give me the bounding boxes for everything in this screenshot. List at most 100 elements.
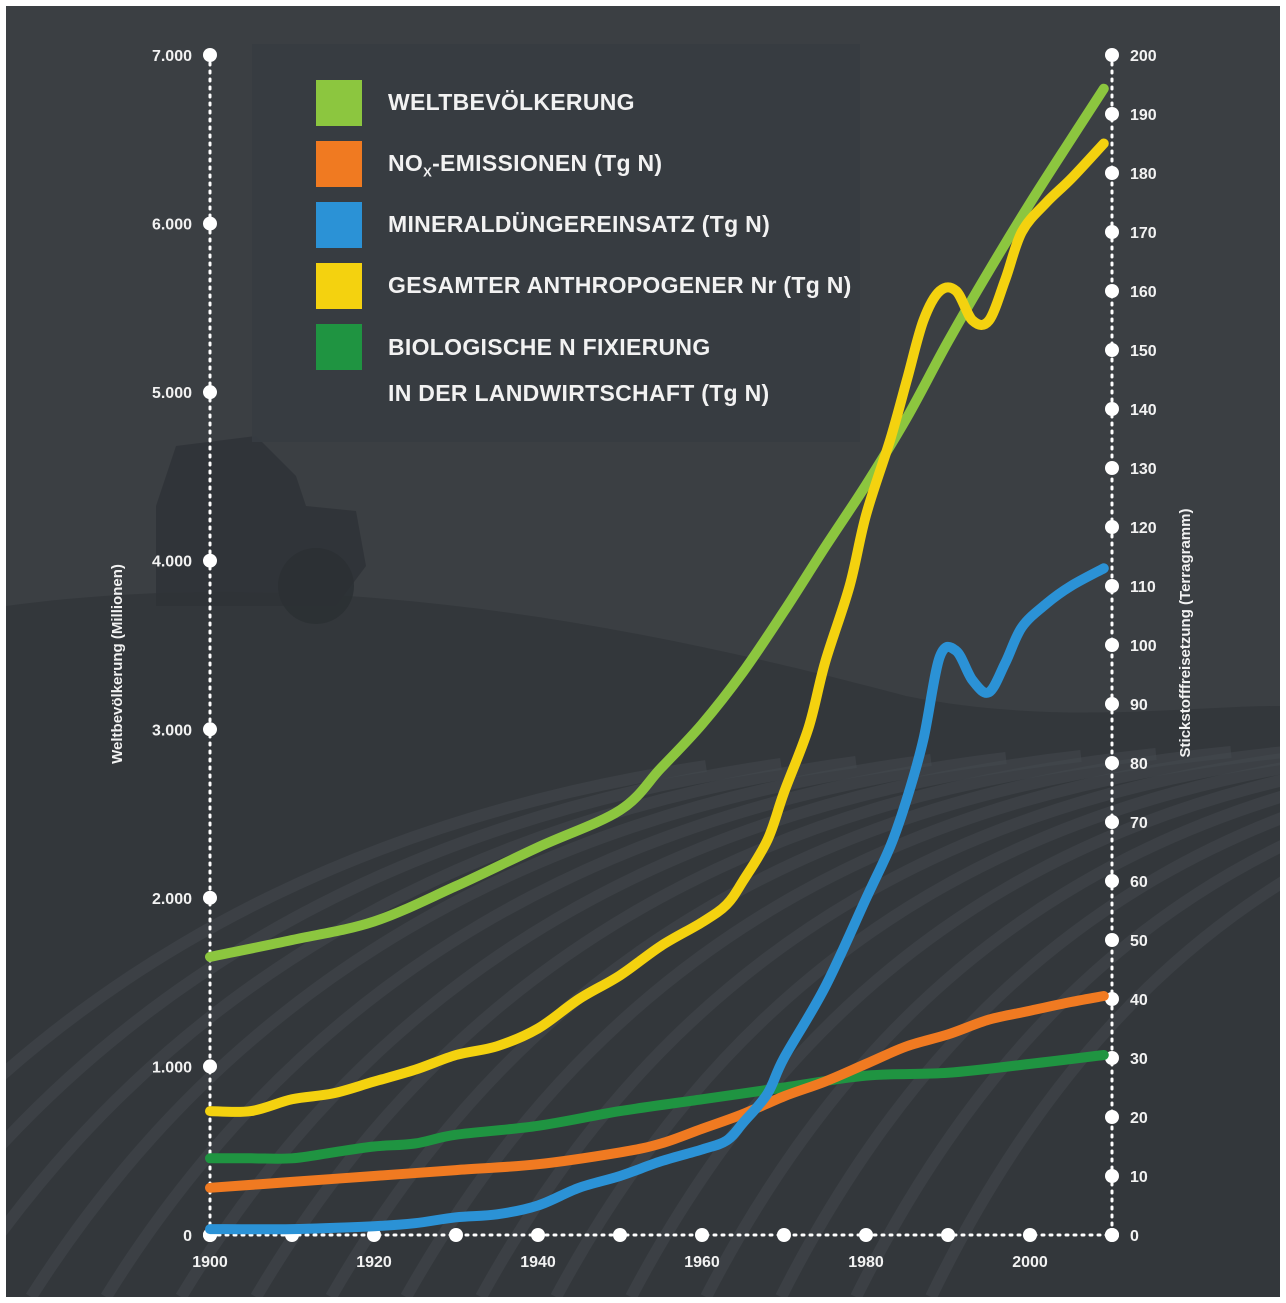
field-furrow	[250, 748, 1157, 1297]
legend-item-mineralduenger: MINERALDÜNGEREINSATZ (Tg N)	[316, 202, 770, 248]
x-tick-label: 1940	[520, 1254, 556, 1271]
x-tick-marker	[777, 1228, 791, 1242]
y-right-tick-label: 20	[1130, 1110, 1148, 1127]
field-furrow	[6, 760, 707, 1080]
legend-label-biologische-fixierung: BIOLOGISCHE N FIXIERUNG IN DER LANDWIRTS…	[388, 324, 769, 416]
y-right-tick-label: 0	[1130, 1228, 1139, 1245]
y-right-tick-marker	[1105, 933, 1119, 947]
x-tick-label: 1900	[192, 1254, 228, 1271]
y-right-axis-title: Stickstofffreisetzung (Terragramm)	[1177, 509, 1194, 758]
y-left-tick-label: 5.000	[152, 385, 192, 402]
y-right-tick-label: 90	[1130, 697, 1148, 714]
y-left-tick-marker	[203, 553, 217, 568]
y-right-tick-label: 30	[1130, 1051, 1148, 1068]
y-right-tick-marker	[1105, 166, 1119, 180]
series-line-3	[205, 138, 1109, 1117]
legend-label-biologische-line2: IN DER LANDWIRTSCHAFT (Tg N)	[388, 380, 770, 406]
y-left-tick-label: 0	[183, 1228, 192, 1245]
legend: WELTBEVÖLKERUNG NOX-EMISSIONEN (Tg N) MI…	[252, 44, 860, 442]
x-tick-marker	[941, 1228, 955, 1242]
legend-swatch-biologische-fixierung	[316, 324, 362, 370]
chart-canvas: 0 1.000 2.000 3.000 4.000 5.000 6.000 7.000 0 10 2…	[6, 48, 1280, 1297]
y-right-tick-label: 150	[1130, 343, 1157, 360]
y-right-tick-marker	[1105, 579, 1119, 593]
axes: 0 1.000 2.000 3.000 4.000 5.000 6.000 7.000 0 10 2…	[152, 48, 1157, 1271]
legend-label-nox-main: NO	[388, 150, 424, 176]
series-line-1	[205, 991, 1109, 1193]
y-left-axis-title: Weltbevölkerung (Millionen)	[109, 564, 126, 764]
y-left-tick-marker	[203, 48, 217, 62]
field-furrow	[6, 758, 782, 1149]
x-tick-label: 2000	[1012, 1254, 1048, 1271]
y-right-tick-marker	[1105, 874, 1119, 888]
field-furrow	[100, 752, 1007, 1297]
field-furrow	[25, 754, 932, 1297]
y-left-tick-marker	[203, 1059, 217, 1074]
chart-frame: 0 1.000 2.000 3.000 4.000 5.000 6.000 7.000 0 10 2…	[6, 6, 1280, 1297]
y-right-tick-label: 80	[1130, 756, 1148, 773]
legend-label-biologische-line1: BIOLOGISCHE N FIXIERUNG	[388, 334, 711, 360]
y-left-tick-label: 6.000	[152, 217, 192, 234]
x-tick-marker	[449, 1228, 463, 1242]
y-right-tick-label: 130	[1130, 461, 1157, 478]
legend-swatch-anthropogen	[316, 263, 362, 309]
y-right-tick-marker	[1105, 697, 1119, 711]
legend-label-weltbevoelkerung: WELTBEVÖLKERUNG	[388, 89, 635, 115]
y-right-tick-marker	[1105, 461, 1119, 475]
y-right-tick-label: 70	[1130, 815, 1148, 832]
legend-label-anthropogen: GESAMTER ANTHROPOGENER Nr (Tg N)	[388, 272, 852, 298]
tractor-wheel	[278, 548, 354, 624]
axis-labels: Weltbevölkerung (Millionen) Stickstofffr…	[109, 509, 1194, 764]
y-right-tick-marker	[1105, 343, 1119, 357]
y-left-tick-marker	[203, 722, 217, 737]
x-tick-marker	[695, 1228, 709, 1242]
y-right-tick-marker	[1105, 284, 1119, 298]
x-tick-marker	[859, 1228, 873, 1242]
x-tick-label: 1980	[848, 1254, 884, 1271]
x-tick-label: 1960	[684, 1254, 720, 1271]
x-tick-marker	[531, 1228, 545, 1242]
legend-swatch-mineralduenger	[316, 202, 362, 248]
y-right-tick-label: 190	[1130, 107, 1157, 124]
legend-item-nox: NOX-EMISSIONEN (Tg N)	[316, 141, 662, 195]
legend-item-weltbevoelkerung: WELTBEVÖLKERUNG	[316, 80, 635, 126]
y-right-tick-label: 200	[1130, 48, 1157, 65]
legend-label-nox-suffix: -EMISSIONEN (Tg N)	[432, 150, 663, 176]
y-right-tick-marker	[1105, 815, 1119, 829]
y-right-tick-label: 40	[1130, 992, 1148, 1009]
y-right-tick-marker	[1105, 1110, 1119, 1124]
series-line-0	[205, 83, 1109, 962]
y-right-tick-marker	[1105, 1169, 1119, 1183]
background-field-pattern	[6, 436, 1280, 1297]
y-left-tick-label: 2.000	[152, 891, 192, 908]
legend-item-biologische-fixierung: BIOLOGISCHE N FIXIERUNG IN DER LANDWIRTS…	[316, 324, 769, 416]
legend-item-anthropogen: GESAMTER ANTHROPOGENER Nr (Tg N)	[316, 263, 852, 309]
field-furrow	[700, 790, 1280, 1297]
y-right-tick-label: 10	[1130, 1169, 1148, 1186]
y-right-tick-marker	[1105, 225, 1119, 239]
y-left-tick-marker	[203, 216, 217, 231]
y-left-tick-label: 4.000	[152, 554, 192, 571]
legend-label-nox-sub: X	[423, 164, 433, 180]
x-tick-marker	[1023, 1228, 1037, 1242]
y-right-tick-label: 50	[1130, 933, 1148, 950]
y-right-tick-label: 180	[1130, 166, 1157, 183]
series-line-2	[205, 563, 1109, 1235]
field-furrow	[775, 812, 1280, 1297]
series-line-4	[205, 1050, 1109, 1164]
y-right-tick-label: 100	[1130, 638, 1157, 655]
y-right-tick-label: 160	[1130, 284, 1157, 301]
y-left-tick-label: 3.000	[152, 722, 192, 739]
y-right-tick-label: 110	[1130, 579, 1156, 596]
field-furrow	[325, 746, 1232, 1297]
y-right-tick-marker	[1105, 756, 1119, 770]
x-tick-marker	[367, 1228, 381, 1242]
legend-label-nox: NOX-EMISSIONEN (Tg N)	[388, 141, 662, 195]
y-right-tick-marker	[1105, 107, 1119, 121]
x-tick-marker	[613, 1228, 627, 1242]
y-right-tick-label: 120	[1130, 520, 1157, 537]
y-right-tick-label: 60	[1130, 874, 1148, 891]
y-left-tick-marker	[203, 385, 217, 400]
field-furrow	[475, 753, 1280, 1297]
series-lines	[205, 83, 1109, 1235]
